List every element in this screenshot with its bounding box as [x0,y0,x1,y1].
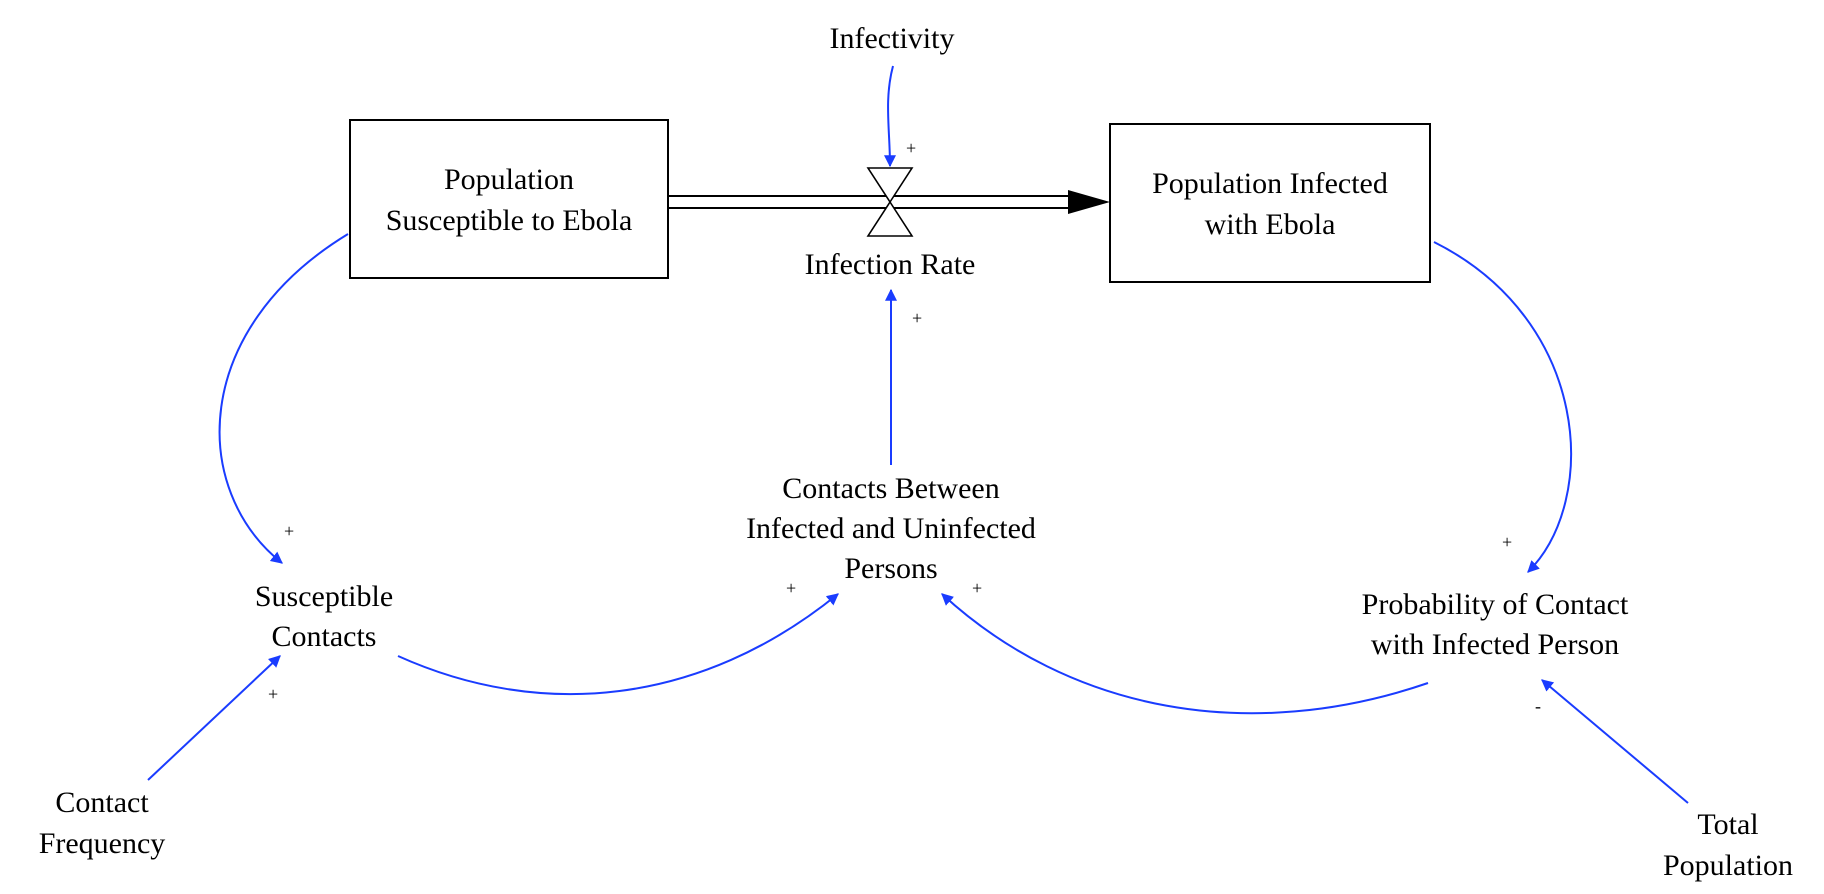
var-infectivity[interactable]: Infectivity [830,22,955,55]
polarity-contacts-to-rate: + [912,308,922,328]
var-contact-frequency-line2: Frequency [39,827,166,860]
polarity-frequency-to-contacts: + [268,684,278,704]
var-susceptible-contacts-line2: Contacts [272,620,377,653]
polarity-susceptible-to-contacts: + [284,521,294,541]
flow-label-infection-rate: Infection Rate [805,248,976,281]
var-probability-contact-line2: with Infected Person [1371,628,1619,661]
stock-label-susceptible-line1: Population [444,163,574,196]
var-susceptible-contacts[interactable]: Susceptible Contacts [255,580,393,653]
link-probability-to-between[interactable] [941,593,1429,715]
causal-links [147,65,1689,804]
polarity-total-to-probability: - [1535,696,1541,716]
var-contact-frequency-line1: Contact [55,786,149,819]
var-probability-contact[interactable]: Probability of Contact with Infected Per… [1362,588,1629,661]
var-contacts-between-line1: Contacts Between [782,472,999,505]
var-total-population-line1: Total [1697,808,1758,841]
polarity-signs: + + + + + + + - [268,138,1541,716]
var-contact-frequency[interactable]: Contact Frequency [39,786,166,860]
polarity-infectivity-to-rate: + [906,138,916,158]
link-susceptible-contacts-to-between[interactable] [397,593,839,696]
polarity-infected-to-probability: + [1502,532,1512,552]
link-frequency-to-susceptible-contacts[interactable] [147,655,281,781]
var-contacts-between-line2: Infected and Uninfected [746,512,1036,545]
stock-population-infected[interactable]: Population Infected with Ebola [1109,123,1431,283]
var-contacts-between[interactable]: Contacts Between Infected and Uninfected… [746,472,1036,585]
link-susceptible-to-contacts[interactable] [218,233,349,564]
stock-label-infected-line1: Population Infected [1152,167,1388,200]
flow-arrowhead-icon [1068,190,1110,214]
stock-population-susceptible[interactable]: Population Susceptible to Ebola [349,119,669,279]
link-total-to-probability[interactable] [1541,679,1689,804]
var-total-population-line2: Population [1663,849,1793,882]
link-infected-to-probability[interactable] [1433,241,1572,573]
var-susceptible-contacts-line1: Susceptible [255,580,393,613]
flow-infection-rate[interactable]: Infection Rate [668,167,1110,281]
valve-icon [866,167,914,237]
var-contacts-between-line3: Persons [844,552,937,585]
var-total-population[interactable]: Total Population [1663,808,1793,882]
stock-box-susceptible [349,119,669,279]
polarity-probability-to-between: + [972,578,982,598]
var-probability-contact-line1: Probability of Contact [1362,588,1629,621]
stock-label-infected-line2: with Ebola [1205,208,1336,241]
stock-label-susceptible-line2: Susceptible to Ebola [386,204,633,237]
polarity-susceptible-contacts-to-between: + [786,578,796,598]
stock-box-infected [1109,123,1431,283]
link-infectivity-to-rate[interactable] [883,65,896,168]
